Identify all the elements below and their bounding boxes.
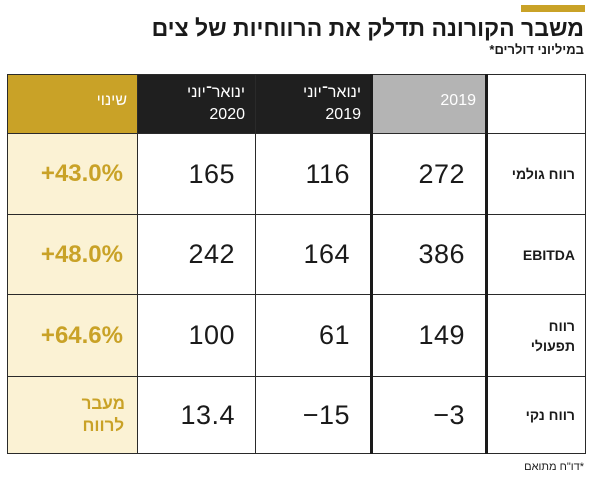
column-header-2019: 2019 [371,74,486,133]
table-border-bottom [7,453,586,454]
row-label-gross-profit: רווח גולמי [511,166,575,182]
change-column-background [7,133,137,454]
column-divider [585,74,586,454]
data-table: שינוי ינואר־יוני 2020 ינואר־יוני 2019 20… [7,74,586,454]
cell-value: −15 [302,399,350,430]
cell-value: 100 [188,320,235,350]
table-border-top [7,74,586,75]
table-cell: −3 [373,377,485,453]
table-cell: 61 [256,295,370,376]
cell-value: 165 [188,158,235,189]
column-header-2019-label: 2019 [440,92,476,109]
change-cell: מעבר לרווח [8,377,137,453]
row-divider [7,294,586,295]
change-cell: +48.0% [8,215,137,294]
column-divider-thick [485,74,488,454]
row-divider [7,376,586,377]
column-header-jan-jun-2019-label: ינואר־יוני 2019 [303,84,361,123]
table-cell: 149 [373,295,485,376]
table-row-label: EBITDA [488,215,585,294]
column-header-jan-jun-2020: ינואר־יוני 2020 [137,74,255,133]
table-cell: 116 [256,134,370,214]
change-value: +64.6% [40,321,123,349]
table-row-label: רווח תפעולי [488,295,585,376]
accent-bar [521,5,585,12]
row-label-net-profit: רווח נקי [525,407,575,423]
column-header-change: שינוי [7,74,137,133]
column-divider [7,74,8,454]
table-cell: 386 [373,215,485,294]
cell-value: 61 [318,320,350,350]
cell-value: 272 [418,158,465,189]
page-subtitle: במיליוני דולרים* [489,42,584,57]
table-cell: −15 [256,377,370,453]
table-cell: 272 [373,134,485,214]
row-label-operating-profit: רווח תפעולי [530,317,575,354]
change-cell: +64.6% [8,295,137,376]
column-divider [137,74,138,454]
cell-value: 149 [418,320,465,350]
table-cell: 242 [138,215,255,294]
column-divider [255,74,256,454]
cell-value: 13.4 [180,399,235,430]
table-cell: 165 [138,134,255,214]
change-value: +48.0% [40,240,123,268]
table-cell: 13.4 [138,377,255,453]
change-value: +43.0% [40,160,123,187]
cell-value: 164 [303,239,350,269]
change-cell: +43.0% [8,134,137,214]
cell-value: −3 [433,399,465,430]
cell-value: 386 [418,239,465,269]
row-divider [7,214,586,215]
column-header-jan-jun-2019: ינואר־יוני 2019 [255,74,371,133]
footnote: *דו"ח מתואם [524,461,584,473]
table-row-label: רווח גולמי [488,134,585,214]
row-label-ebitda: EBITDA [522,246,575,263]
column-header-change-label: שינוי [96,92,127,109]
table-cell: 100 [138,295,255,376]
page-title: משבר הקורונה תדלק את הרווחיות של צים [151,15,584,41]
table-row-label: רווח נקי [488,377,585,453]
column-divider-thick [370,74,373,454]
column-header-jan-jun-2020-label: ינואר־יוני 2020 [187,84,245,123]
cell-value: 116 [305,158,350,189]
table-cell: 164 [256,215,370,294]
column-header-label [486,74,586,133]
cell-value: 242 [188,239,235,269]
row-divider [7,133,586,134]
change-value: מעבר לרווח [81,394,125,435]
